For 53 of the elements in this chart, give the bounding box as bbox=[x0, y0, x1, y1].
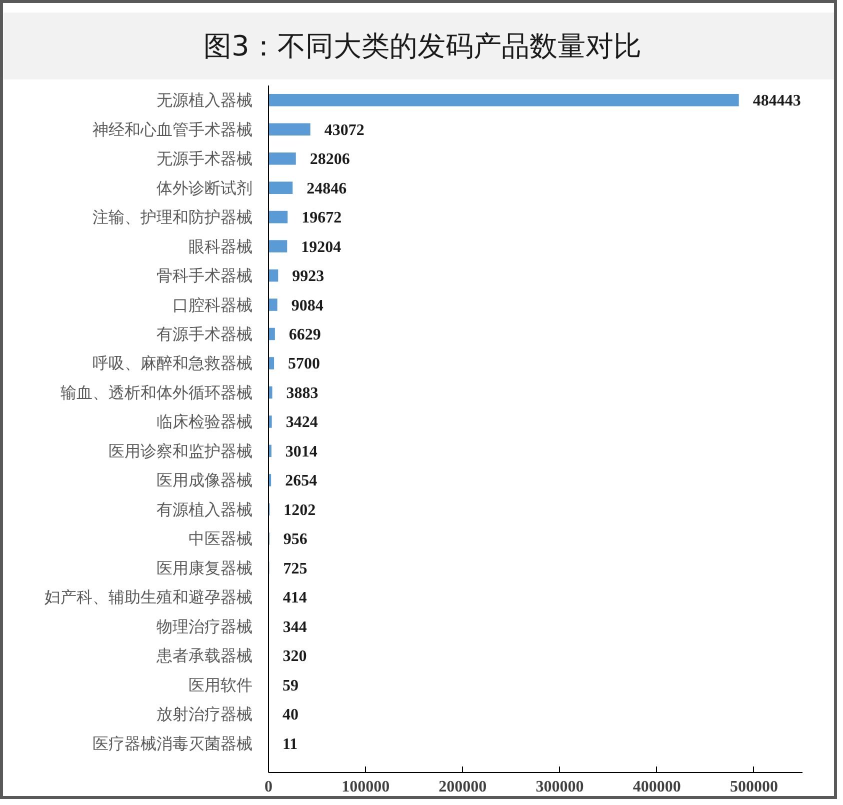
data-label: 59 bbox=[282, 677, 299, 694]
data-label: 19204 bbox=[301, 238, 342, 256]
y-tick-label: 输血、透析和体外循环器械 bbox=[60, 382, 252, 402]
y-tick-label: 临床检验器械 bbox=[156, 412, 252, 432]
data-label: 2654 bbox=[285, 472, 318, 490]
data-label: 28206 bbox=[310, 151, 350, 168]
y-tick-label: 口腔科器械 bbox=[172, 295, 252, 314]
y-tick-label: 有源手术器械 bbox=[156, 324, 252, 344]
data-label: 3014 bbox=[285, 443, 318, 460]
data-label: 6629 bbox=[288, 326, 321, 344]
data-label: 11 bbox=[282, 736, 298, 753]
y-tick-label: 医用诊察和监护器械 bbox=[108, 441, 252, 460]
data-label: 3883 bbox=[286, 384, 318, 402]
data-label: 19672 bbox=[302, 210, 342, 227]
y-tick-label: 中医器械 bbox=[188, 529, 252, 548]
y-tick-label: 呼吸、麻醉和急救器械 bbox=[92, 354, 252, 373]
y-tick-label: 骨科手术器械 bbox=[156, 266, 252, 286]
y-tick-label: 患者承载器械 bbox=[156, 646, 252, 666]
y-tick-label: 有源植入器械 bbox=[156, 500, 252, 519]
chart-title: 图3：不同大类的发码产品数量对比 bbox=[204, 30, 642, 62]
y-tick-label: 医疗器械消毒灭菌器械 bbox=[92, 734, 252, 753]
x-tick-label: 200000 bbox=[438, 778, 487, 796]
data-label: 1202 bbox=[284, 502, 316, 519]
x-tick-label: 100000 bbox=[342, 778, 390, 796]
data-label: 3424 bbox=[286, 414, 318, 432]
x-tick-label: 400000 bbox=[632, 778, 681, 796]
y-tick-label: 医用康复器械 bbox=[156, 558, 252, 578]
data-label: 9084 bbox=[291, 297, 324, 314]
y-tick-label: 注输、护理和防护器械 bbox=[92, 208, 252, 227]
x-tick-label: 0 bbox=[264, 778, 272, 796]
data-label: 24846 bbox=[306, 180, 347, 198]
y-tick-label: 物理治疗器械 bbox=[156, 616, 252, 636]
y-tick-label: 医用成像器械 bbox=[156, 470, 252, 490]
y-tick-label: 无源植入器械 bbox=[156, 90, 252, 110]
y-tick-label: 体外诊断试剂 bbox=[156, 178, 252, 198]
y-tick-label: 神经和心血管手术器械 bbox=[92, 120, 252, 139]
data-label: 344 bbox=[282, 618, 307, 636]
data-label: 484443 bbox=[752, 92, 801, 110]
y-tick-label: 眼科器械 bbox=[188, 236, 252, 256]
data-label: 9923 bbox=[292, 268, 324, 286]
data-label: 414 bbox=[282, 590, 307, 607]
y-tick-label: 妇产科、辅助生殖和避孕器械 bbox=[44, 588, 252, 607]
x-tick-label: 300000 bbox=[536, 778, 584, 796]
data-label: 43072 bbox=[324, 122, 364, 139]
y-tick-label: 放射治疗器械 bbox=[156, 704, 252, 724]
x-tick-label: 500000 bbox=[730, 778, 778, 796]
y-tick-label: 医用软件 bbox=[188, 675, 252, 694]
data-label: 956 bbox=[283, 531, 308, 548]
data-label: 320 bbox=[282, 648, 307, 666]
data-label: 5700 bbox=[288, 356, 320, 373]
data-label: 725 bbox=[283, 560, 308, 578]
y-tick-label: 无源手术器械 bbox=[156, 149, 252, 168]
data-label: 40 bbox=[282, 706, 299, 724]
